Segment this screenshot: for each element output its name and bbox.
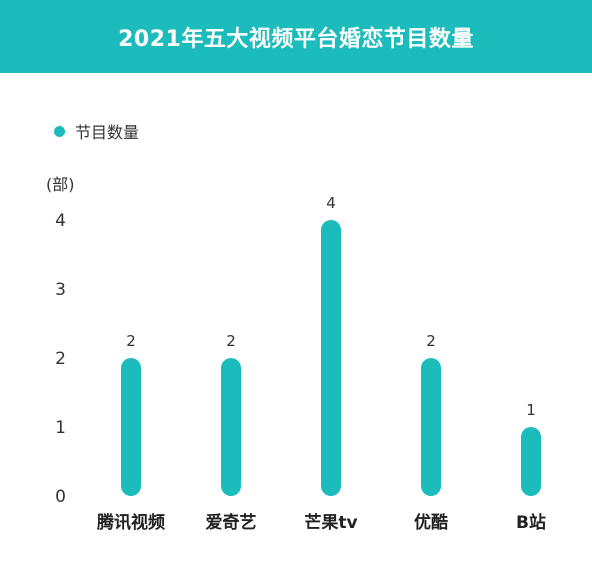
y-tick-label: 4: [55, 211, 66, 231]
data-label: 1: [526, 401, 536, 419]
chart-title: 2021年五大视频平台婚恋节目数量: [118, 26, 474, 52]
y-tick-label: 3: [55, 280, 66, 300]
y-tick-label: 1: [55, 418, 66, 438]
x-category-label: 爱奇艺: [206, 512, 257, 533]
x-category-label: 腾讯视频: [97, 512, 165, 533]
x-category-label: 芒果tv: [304, 512, 357, 533]
y-tick-label: 0: [55, 487, 66, 507]
bar: [121, 358, 141, 496]
bar: [521, 427, 541, 496]
data-label: 2: [226, 332, 236, 350]
data-label: 4: [326, 194, 336, 212]
y-axis-unit-label: (部): [46, 175, 75, 194]
bar: [421, 358, 441, 496]
bar: [221, 358, 241, 496]
legend-swatch: [54, 125, 65, 137]
legend: 节目数量: [54, 119, 139, 143]
data-label: 2: [426, 332, 436, 350]
legend-label: 节目数量: [75, 123, 140, 142]
x-category-label: 优酷: [414, 512, 448, 533]
data-label: 2: [126, 332, 136, 350]
chart-header: 2021年五大视频平台婚恋节目数量: [0, 0, 592, 73]
y-tick-label: 2: [55, 349, 66, 369]
x-category-label: B站: [516, 512, 546, 533]
bar: [321, 220, 341, 496]
